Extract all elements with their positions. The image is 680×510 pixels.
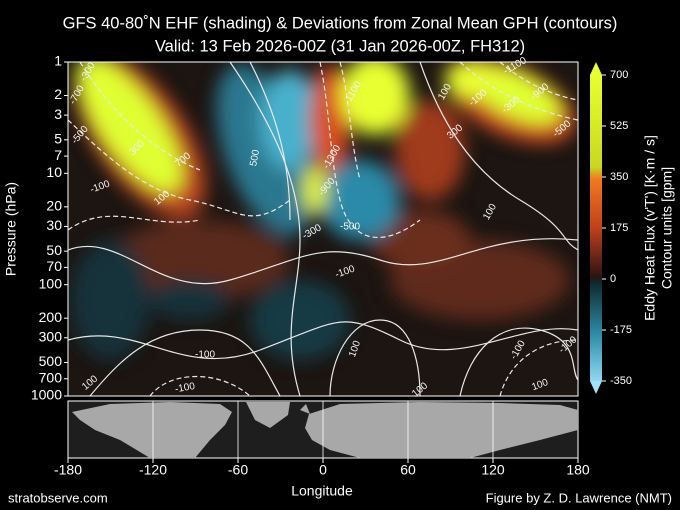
contour-label: -500: [340, 222, 360, 233]
colorbar-tick-label: 525: [610, 120, 628, 132]
contour-label: -100: [195, 350, 215, 361]
y-tick-label: 70: [46, 258, 62, 274]
colorbar-tick-label: 700: [610, 69, 628, 81]
x-tick-label: -60: [228, 462, 248, 478]
contour-label: -100: [174, 381, 196, 395]
x-tick-label: 0: [319, 462, 327, 478]
shading: [68, 62, 578, 396]
colorbar-tick-label: 0: [610, 273, 616, 285]
y-tick-label: 1000: [31, 387, 62, 403]
x-axis-label: Longitude: [291, 483, 353, 499]
y-tick-label: 5: [54, 131, 62, 147]
colorbar-extend-bottom: [590, 381, 602, 394]
y-tick-label: 2: [54, 86, 62, 102]
y-tick-label: 200: [39, 309, 63, 325]
y-axis-label: Pressure (hPa): [3, 182, 19, 276]
colorbar-sublabel: Contour units [gpm]: [659, 167, 675, 289]
y-tick-label: 100: [39, 275, 63, 291]
y-tick-label: 50: [46, 242, 62, 258]
colorbar-tick-label: 175: [610, 222, 628, 234]
colorbar: [590, 75, 602, 381]
contour-label: 500: [248, 148, 262, 167]
plot-frame: [67, 61, 579, 397]
colorbar-tick-label: -350: [610, 375, 632, 387]
x-tick-label: -120: [139, 462, 167, 478]
y-tick-label: 500: [39, 353, 63, 369]
y-tick-label: 1: [54, 53, 62, 69]
x-tick-label: 120: [481, 462, 505, 478]
colorbar-tick-label: 350: [610, 171, 628, 183]
colorbar-tick-label: -175: [610, 324, 632, 336]
y-tick-label: 20: [46, 198, 62, 214]
footer-right: Figure by Z. D. Lawrence (NMT): [486, 490, 672, 505]
y-tick-label: 10: [46, 164, 62, 180]
x-tick-label: 180: [566, 462, 590, 478]
colorbar-label: Eddy Heat Flux (v'T') [K·m / s]: [642, 135, 658, 321]
chart-subtitle: Valid: 13 Feb 2026-00Z (31 Jan 2026-00Z,…: [155, 37, 525, 55]
y-tick-label: 7: [54, 147, 62, 163]
y-tick-label: 30: [46, 217, 62, 233]
colorbar-extend-top: [590, 62, 602, 75]
y-tick-label: 3: [54, 106, 62, 122]
x-tick-label: 60: [400, 462, 416, 478]
y-tick-label: 700: [39, 369, 63, 385]
x-tick-label: -180: [54, 462, 82, 478]
y-tick-label: 300: [39, 328, 63, 344]
footer-left: stratobserve.com: [8, 490, 108, 505]
chart-title: GFS 40-80˚N EHF (shading) & Deviations f…: [63, 14, 618, 32]
